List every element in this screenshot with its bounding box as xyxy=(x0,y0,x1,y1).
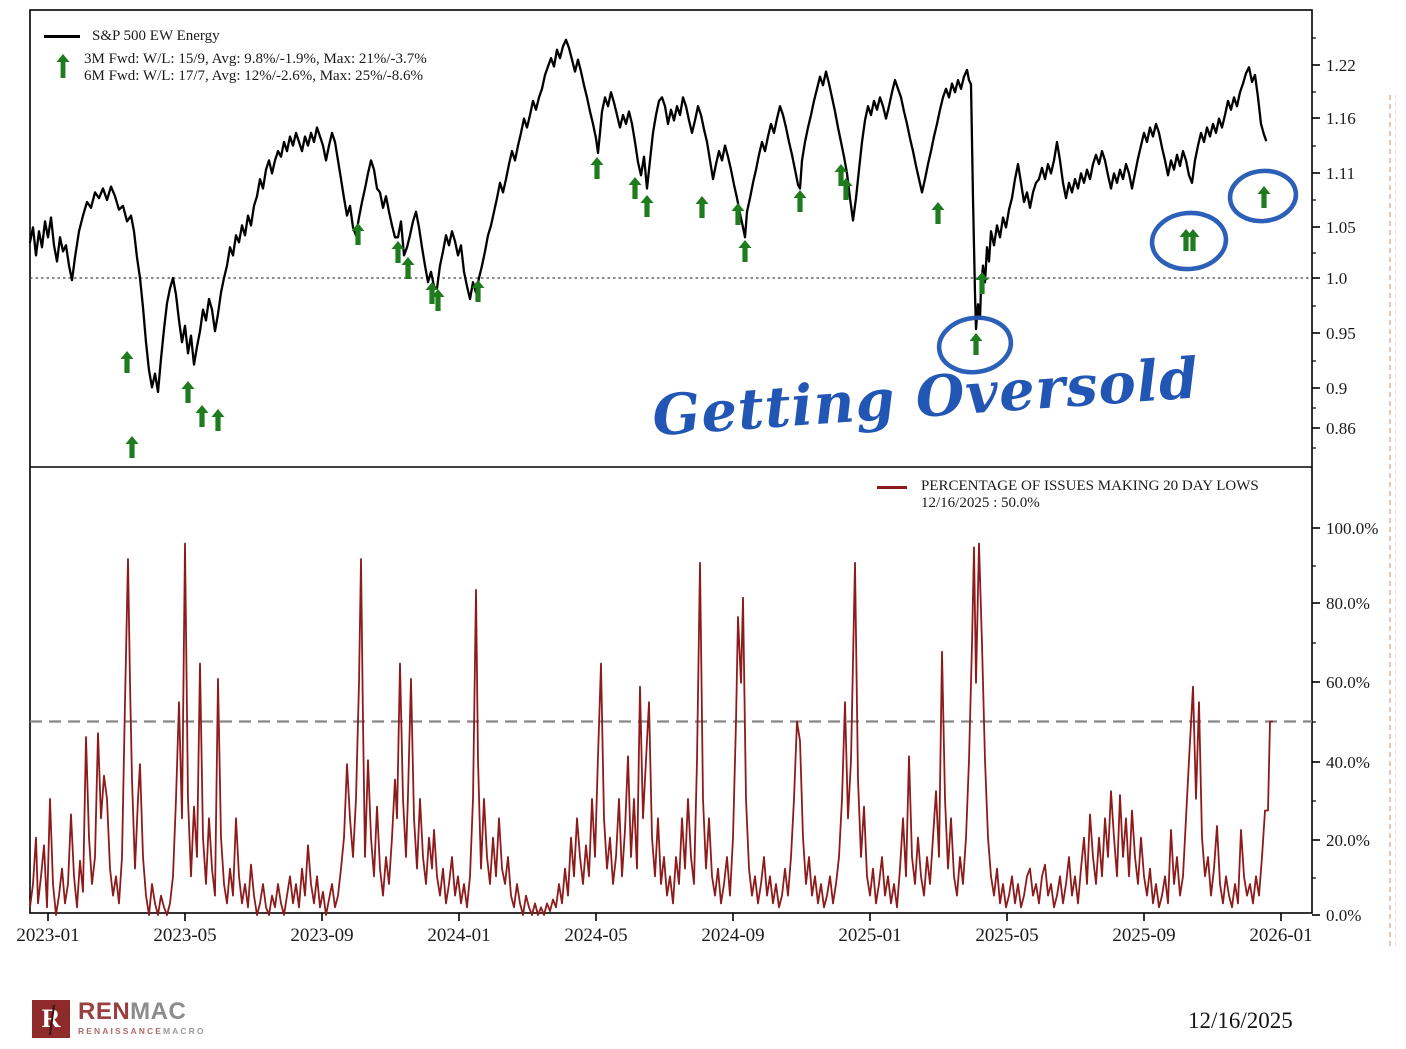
x-tick-label: 2024-09 xyxy=(701,925,764,946)
signal-arrow xyxy=(695,196,709,218)
signal-arrow xyxy=(628,177,642,199)
top-legend-series-row: S&P 500 EW Energy xyxy=(44,28,427,45)
signal-stat-6m: 6M Fwd: W/L: 17/7, Avg: 12%/-2.6%, Max: … xyxy=(84,68,424,84)
signal-arrow xyxy=(793,190,807,212)
ratio-tick-label: 0.9 xyxy=(1326,379,1347,398)
signal-arrow xyxy=(431,289,445,311)
signal-arrow xyxy=(125,436,139,458)
renmac-logo-text: RENMAC RENAISSANCEMACRO xyxy=(78,1000,206,1037)
signal-arrow xyxy=(211,409,225,431)
signal-arrow xyxy=(839,178,853,200)
annotation-circle xyxy=(1149,210,1229,272)
x-tick-label: 2023-01 xyxy=(16,925,79,946)
top-legend: S&P 500 EW Energy 3M Fwd: W/L: 15/9, Avg… xyxy=(44,28,427,91)
pct-tick-label: 100.0% xyxy=(1326,519,1378,538)
plot-frame xyxy=(29,9,1313,914)
pct-tick-label: 0.0% xyxy=(1326,906,1361,925)
ratio-tick-label: 1.16 xyxy=(1326,109,1356,128)
ratio-tick-label: 1.05 xyxy=(1326,218,1356,237)
bottom-legend-text: PERCENTAGE OF ISSUES MAKING 20 DAY LOWS … xyxy=(921,478,1259,512)
signal-arrow xyxy=(471,280,485,302)
ratio-tick-label: 1.0 xyxy=(1326,269,1347,288)
x-tick-label: 2026-01 xyxy=(1249,925,1312,946)
x-tick-label: 2024-01 xyxy=(427,925,490,946)
lows-line-swatch xyxy=(877,486,907,489)
signal-arrow xyxy=(834,164,848,186)
top-legend-signal-row: 3M Fwd: W/L: 15/9, Avg: 9.8%/-1.9%, Max:… xyxy=(44,51,427,85)
signal-arrow xyxy=(1186,229,1200,251)
logo-main-mac: MAC xyxy=(130,998,187,1025)
annotation-circle xyxy=(936,315,1014,375)
logo-sub-renaissance: RENAISSANCE xyxy=(78,1026,163,1036)
logo-main-ren: REN xyxy=(78,998,131,1025)
logo-mark-letter: R xyxy=(41,1004,61,1033)
signal-arrow xyxy=(738,240,752,262)
pct-tick-label: 40.0% xyxy=(1326,753,1370,772)
signal-arrow-icon xyxy=(56,53,70,84)
bottom-legend-title: PERCENTAGE OF ISSUES MAKING 20 DAY LOWS xyxy=(921,478,1259,494)
report-date: 12/16/2025 xyxy=(1188,1008,1293,1033)
x-tick-label: 2025-05 xyxy=(975,925,1038,946)
signal-arrow xyxy=(731,203,745,225)
renmac-logo-mark-icon: R xyxy=(32,1000,70,1038)
ratio-tick-label: 1.22 xyxy=(1326,56,1356,75)
x-tick-label: 2023-09 xyxy=(290,925,353,946)
price-line xyxy=(28,38,1268,394)
x-tick-label: 2023-05 xyxy=(153,925,216,946)
pct-tick-label: 60.0% xyxy=(1326,673,1370,692)
top-legend-series-label: S&P 500 EW Energy xyxy=(92,28,220,44)
top-legend-signal-stats: 3M Fwd: W/L: 15/9, Avg: 9.8%/-1.9%, Max:… xyxy=(84,51,427,85)
pct-tick-label: 80.0% xyxy=(1326,594,1370,613)
signal-arrow xyxy=(975,272,989,294)
x-tick-label: 2025-01 xyxy=(838,925,901,946)
signal-arrow xyxy=(931,202,945,224)
x-tick-label: 2024-05 xyxy=(564,925,627,946)
lows-line xyxy=(29,542,1273,916)
x-tick-label: 2025-09 xyxy=(1112,925,1175,946)
pct-tick-label: 20.0% xyxy=(1326,831,1370,850)
logo-sub-text: RENAISSANCEMACRO xyxy=(78,1026,206,1036)
signal-arrow xyxy=(181,381,195,403)
watermark-column xyxy=(1386,95,1399,950)
price-line-swatch xyxy=(44,35,80,38)
signal-arrow xyxy=(391,241,405,263)
bottom-legend: PERCENTAGE OF ISSUES MAKING 20 DAY LOWS … xyxy=(877,478,1259,512)
ratio-tick-label: 1.11 xyxy=(1326,164,1355,183)
signal-arrow xyxy=(590,157,604,179)
annotation-circle xyxy=(1227,168,1299,224)
signal-arrow xyxy=(1257,186,1271,208)
signal-arrow xyxy=(969,333,983,355)
signal-arrow xyxy=(401,257,415,279)
signal-arrow xyxy=(425,282,439,304)
logo-sub-macro: MACRO xyxy=(162,1026,206,1036)
signal-arrow xyxy=(640,195,654,217)
ratio-tick-label: 0.95 xyxy=(1326,324,1356,343)
signal-arrow xyxy=(120,351,134,373)
signal-arrow xyxy=(195,405,209,427)
signal-stat-3m: 3M Fwd: W/L: 15/9, Avg: 9.8%/-1.9%, Max:… xyxy=(84,51,427,67)
bottom-legend-latest: 12/16/2025 : 50.0% xyxy=(921,495,1040,511)
signal-arrow xyxy=(351,223,365,245)
logo-main-text: RENMAC xyxy=(78,1000,206,1024)
ratio-tick-label: 0.86 xyxy=(1326,419,1356,438)
renmac-logo: R RENMAC RENAISSANCEMACRO xyxy=(32,1000,206,1038)
